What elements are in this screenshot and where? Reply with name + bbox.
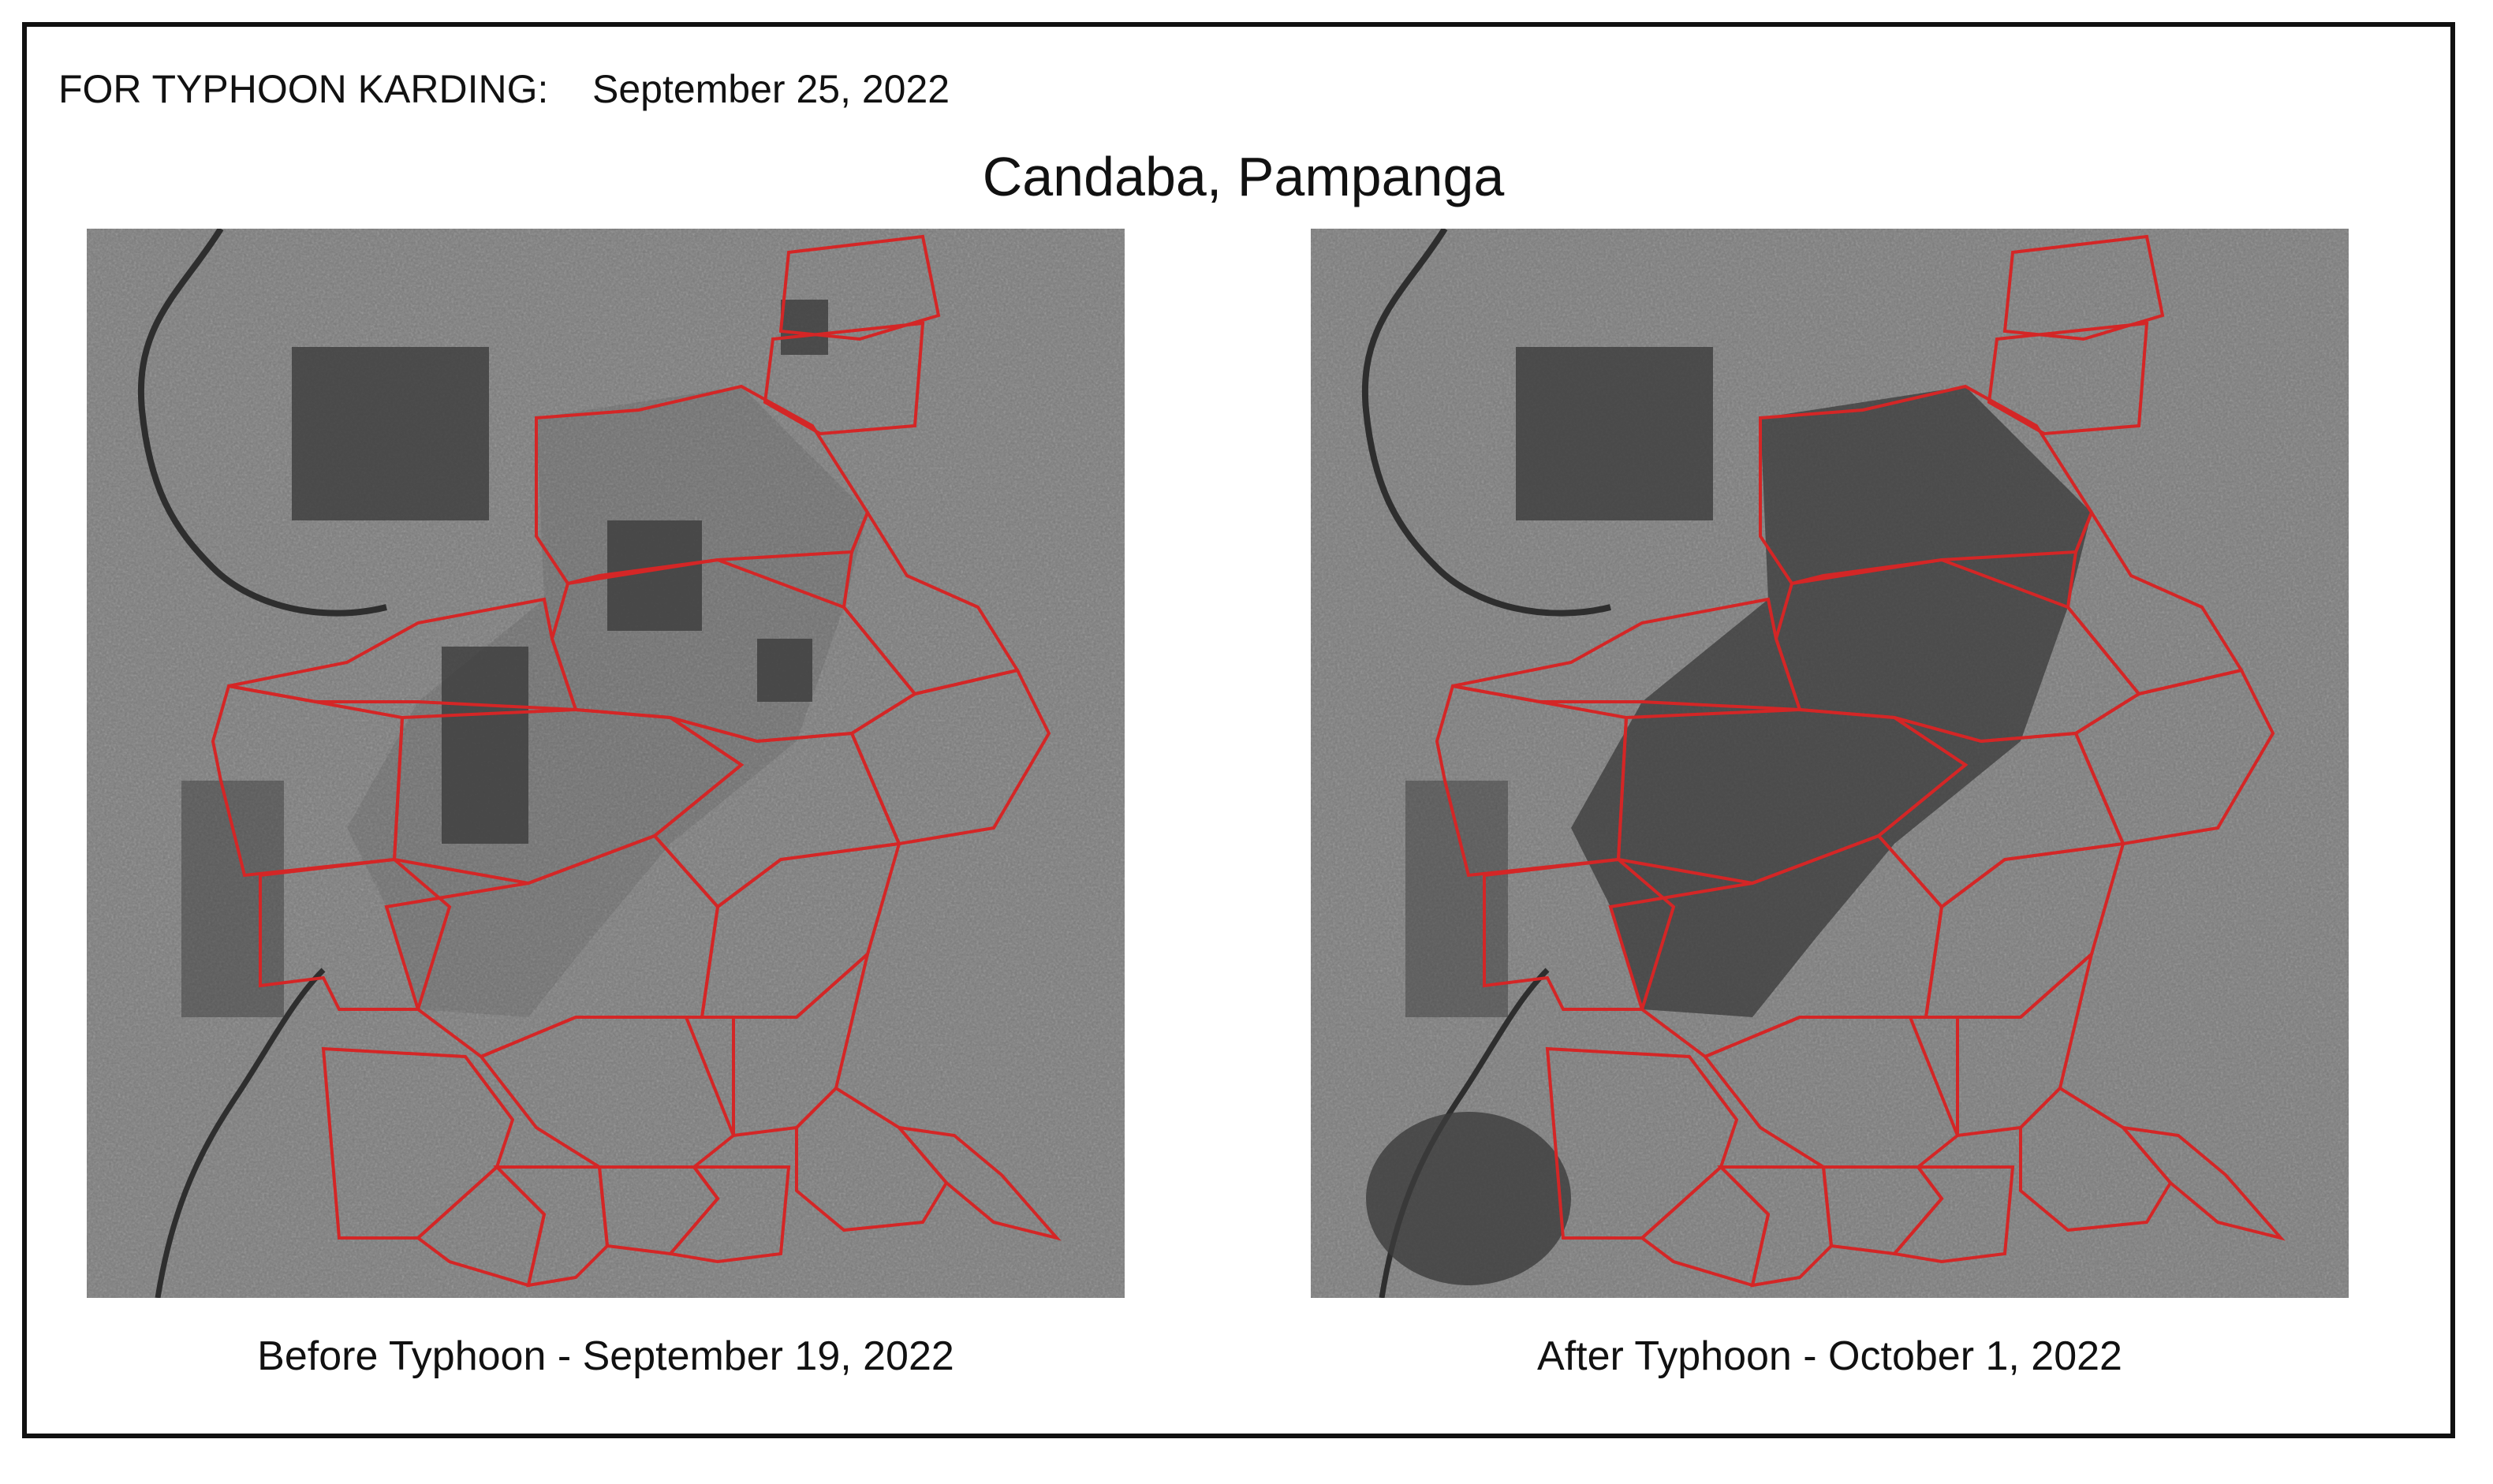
event-header: FOR TYPHOON KARDING: September 25, 2022 (58, 66, 950, 112)
event-date: September 25, 2022 (592, 67, 950, 111)
river (1361, 229, 1611, 617)
event-label: FOR TYPHOON KARDING: (58, 67, 549, 111)
before-map (87, 229, 1125, 1298)
barangay-boundaries (211, 234, 1062, 1288)
texture-noise (87, 229, 1125, 1298)
before-caption: Before Typhoon - September 19, 2022 (257, 1333, 954, 1379)
after-map (1311, 229, 2349, 1298)
location-title: Candaba, Pampanga (982, 146, 1505, 207)
river-south (155, 968, 326, 1298)
barangay-boundaries (1435, 234, 2286, 1288)
after-caption: After Typhoon - October 1, 2022 (1537, 1333, 2122, 1379)
flooded-area (1571, 386, 2092, 1017)
river (137, 229, 387, 617)
before-satellite-image (87, 229, 1125, 1298)
flood-overlay (1571, 386, 2092, 1017)
flooded-area (347, 386, 868, 1017)
dark-fields (181, 300, 828, 1017)
flood-overlay (347, 386, 868, 1017)
dark-fields (1366, 347, 1713, 1285)
after-satellite-image (1311, 229, 2349, 1298)
